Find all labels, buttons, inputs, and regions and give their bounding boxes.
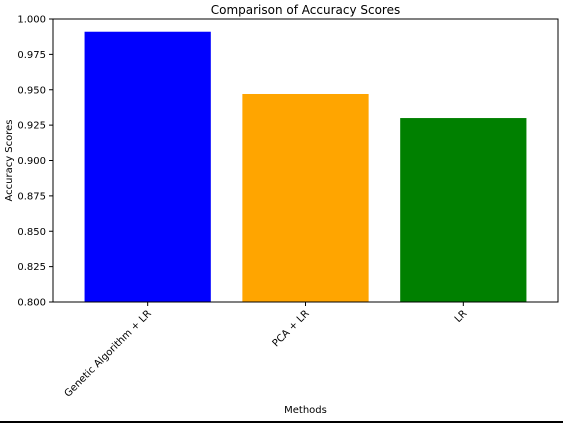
y-tick-label: 1.000	[17, 15, 46, 26]
bars-layer	[84, 31, 527, 303]
x-ticks-layer: Genetic Algorithm + LR PCA + LR LR	[63, 302, 470, 400]
bar-1	[84, 31, 211, 303]
bar-2	[242, 93, 369, 303]
x-axis-label: Methods	[284, 405, 327, 416]
bar-3	[400, 118, 527, 302]
y-tick-label: 0.925	[17, 121, 46, 132]
bottom-rule	[0, 421, 563, 423]
y-axis-label: Accuracy Scores	[4, 119, 15, 201]
x-tick-label: Genetic Algorithm + LR	[63, 308, 154, 399]
x-tick-label: PCA + LR	[271, 308, 312, 349]
y-tick-label: 0.900	[17, 156, 46, 167]
y-tick-label: 0.875	[17, 191, 46, 202]
y-tick-label: 0.975	[17, 50, 46, 61]
chart-title: Comparison of Accuracy Scores	[211, 3, 401, 17]
y-tick-label: 0.800	[17, 298, 46, 309]
y-ticks-layer: 0.800 0.825 0.850 0.875 0.900 0.925 0.950 0.975…	[17, 15, 53, 309]
y-tick-label: 0.825	[17, 262, 46, 273]
x-tick-label: LR	[453, 308, 470, 325]
y-tick-label: 0.950	[17, 85, 46, 96]
y-tick-label: 0.850	[17, 227, 46, 238]
